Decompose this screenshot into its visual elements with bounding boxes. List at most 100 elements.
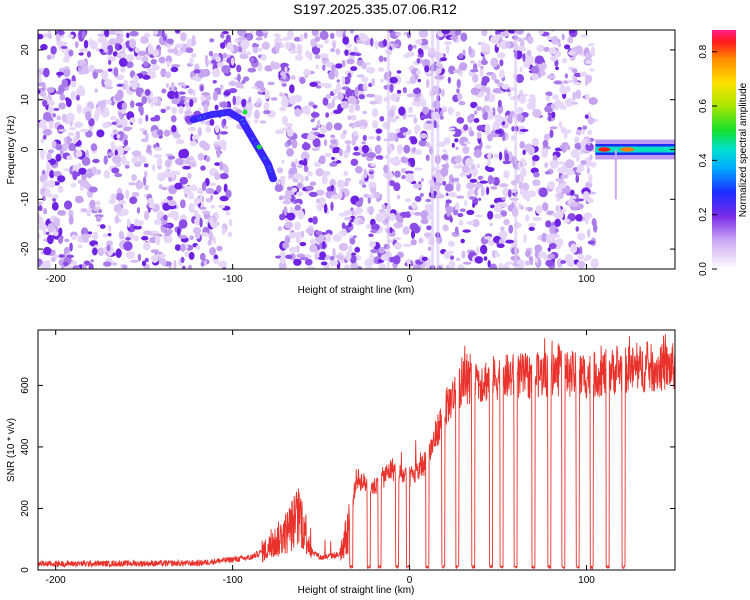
heatmap-cell	[532, 216, 542, 221]
heatmap-cell	[40, 138, 45, 144]
heatmap-cell	[290, 75, 296, 80]
heatmap-cell	[447, 76, 451, 84]
heatmap-cell	[471, 167, 478, 177]
heatmap-cell	[511, 126, 515, 132]
heatmap-cell	[294, 158, 299, 165]
heatmap-cell	[402, 243, 412, 247]
heatmap-cell	[209, 38, 215, 43]
heatmap-cell	[142, 74, 151, 80]
heatmap-cell	[526, 49, 532, 57]
heatmap-cell	[495, 34, 502, 38]
heatmap-cell	[166, 195, 173, 201]
heatmap-cell	[163, 35, 167, 42]
heatmap-cell	[584, 218, 589, 225]
heatmap-cell	[55, 90, 64, 95]
heatmap-cell	[493, 153, 499, 159]
heatmap-cell	[247, 108, 252, 116]
heatmap-cell	[401, 174, 406, 180]
heatmap-cell	[117, 124, 123, 129]
heatmap-cell	[67, 34, 74, 39]
heatmap-cell	[299, 256, 309, 261]
track-peak	[256, 144, 262, 150]
heatmap-cell	[572, 91, 577, 101]
heatmap-cell	[564, 98, 574, 108]
heatmap-cell	[500, 226, 505, 232]
heatmap-cell	[538, 62, 547, 71]
heatmap-cell	[586, 197, 594, 204]
heatmap-cell	[38, 205, 43, 212]
heatmap-cell	[61, 113, 67, 123]
heatmap-cell	[172, 211, 180, 221]
colorbar-ticks: 0.0 0.2 0.4 0.6 0.8	[698, 44, 717, 276]
spectrogram-ytick-label: -20	[20, 241, 31, 256]
heatmap-cell	[424, 65, 430, 73]
heatmap-cell	[423, 232, 432, 237]
heatmap-cell	[297, 210, 305, 220]
heatmap-cell	[332, 42, 336, 49]
heatmap-cell	[362, 134, 367, 141]
heatmap-cell	[576, 260, 586, 269]
heatmap-cell	[422, 58, 431, 68]
heatmap-cell	[113, 67, 119, 77]
heatmap-cell	[214, 124, 220, 134]
heatmap-cell	[118, 111, 123, 117]
heatmap-cell	[527, 145, 535, 156]
heatmap-cell	[228, 80, 237, 87]
heatmap-cell	[199, 206, 207, 210]
heatmap-cell	[118, 200, 126, 205]
heatmap-cell	[467, 114, 474, 124]
heatmap-cell	[485, 144, 492, 150]
heatmap-cell	[467, 157, 472, 163]
heatmap-cell	[494, 129, 503, 135]
heatmap-cell	[570, 243, 578, 254]
heatmap-cell	[412, 183, 422, 189]
heatmap-cell	[57, 185, 64, 194]
heatmap-cell	[317, 197, 326, 205]
heatmap-cell	[560, 208, 567, 214]
heatmap-cell	[79, 185, 85, 191]
heatmap-cell	[314, 54, 322, 60]
heatmap-cell	[577, 253, 585, 260]
heatmap-cell	[95, 47, 100, 52]
heatmap-cell	[187, 194, 195, 200]
heatmap-cell	[587, 228, 591, 238]
heatmap-cell	[274, 184, 284, 192]
heatmap-cell	[108, 225, 112, 232]
heatmap-cell	[408, 157, 414, 163]
heatmap-cell	[163, 235, 173, 244]
heatmap-cell	[101, 43, 108, 51]
heatmap-cell	[563, 218, 571, 223]
heatmap-cell	[279, 175, 286, 181]
heatmap-cell	[339, 133, 346, 140]
heatmap-cell	[216, 150, 221, 158]
heatmap-cell	[575, 174, 580, 183]
snr-xtick-label: 100	[578, 575, 595, 586]
heatmap-cell	[455, 182, 461, 192]
heatmap-cell	[184, 115, 192, 123]
snr-ytick-label: 200	[20, 500, 31, 517]
heatmap-cell	[496, 52, 506, 59]
heatmap-cell	[534, 257, 539, 264]
heatmap-cell	[232, 95, 236, 106]
heatmap-cell	[387, 117, 398, 123]
heatmap-cell	[448, 65, 456, 75]
spectrogram-ytick-label: 10	[20, 94, 31, 106]
heatmap-cell	[425, 259, 430, 269]
heatmap-cell	[531, 137, 540, 147]
heatmap-cell	[414, 149, 422, 155]
heatmap-cell	[524, 214, 530, 222]
heatmap-cell	[309, 244, 318, 253]
heatmap-cell	[479, 180, 489, 184]
heatmap-cell	[94, 69, 104, 74]
heatmap-cell	[97, 33, 105, 37]
heatmap-cell	[325, 112, 330, 118]
heatmap-cell	[209, 118, 215, 126]
heatmap-cell	[373, 191, 381, 199]
heatmap-cell	[72, 136, 77, 145]
heatmap-cell	[90, 143, 98, 152]
heatmap-cell	[107, 59, 112, 65]
heatmap-cell	[201, 99, 210, 108]
heatmap-cell	[143, 230, 152, 236]
heatmap-cell	[178, 105, 184, 115]
heatmap-cell	[476, 106, 483, 112]
